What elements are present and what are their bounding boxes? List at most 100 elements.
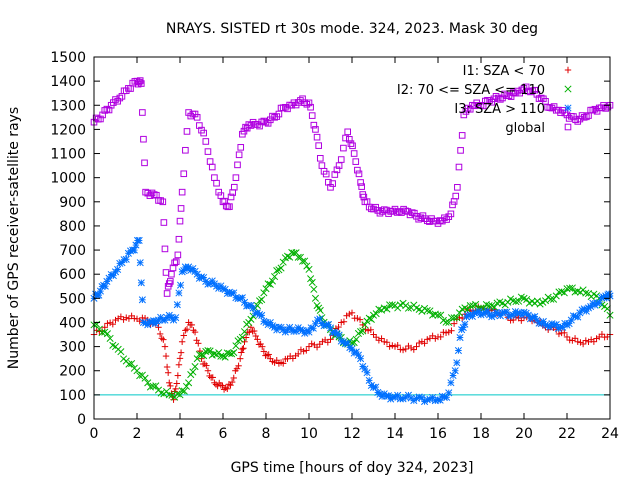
data-point <box>386 343 393 350</box>
data-point <box>541 297 550 305</box>
data-point <box>117 348 125 356</box>
data-point <box>112 96 119 103</box>
data-point <box>497 96 504 103</box>
data-point <box>139 109 146 116</box>
star-b <box>552 321 560 329</box>
data-point <box>522 83 530 91</box>
data-point <box>383 305 391 313</box>
data-point <box>509 89 517 96</box>
data-point <box>555 330 563 338</box>
cross-b <box>352 335 360 343</box>
data-point <box>589 106 597 114</box>
data-point <box>437 333 444 341</box>
data-point <box>447 314 455 322</box>
cross-b <box>230 349 238 357</box>
data-point <box>99 111 106 119</box>
cross-b <box>434 311 442 319</box>
star-b <box>451 367 459 375</box>
star-b <box>175 289 183 297</box>
star-b <box>447 379 455 387</box>
cross-b <box>273 267 281 275</box>
data-point <box>445 389 453 397</box>
data-point <box>259 343 266 350</box>
chart-title: NRAYS. SISTED rt 30s mode. 324, 2023. Ma… <box>166 21 538 37</box>
data-point <box>529 87 536 95</box>
data-point <box>308 112 316 119</box>
data-point <box>523 295 531 304</box>
star-b <box>208 277 216 285</box>
star-b <box>453 359 461 367</box>
y-tick-label: 1500 <box>50 50 86 66</box>
data-point <box>596 333 603 341</box>
data-point <box>445 318 453 327</box>
data-point <box>182 146 189 154</box>
cross-b <box>558 288 566 296</box>
cross-b <box>453 314 461 322</box>
star-b <box>483 307 492 315</box>
cross-b <box>298 257 307 265</box>
data-point <box>122 255 130 263</box>
data-point <box>106 319 114 326</box>
data-point <box>466 105 474 113</box>
cross-b <box>189 368 197 376</box>
cross-b <box>472 300 480 309</box>
data-point <box>232 342 240 350</box>
data-point <box>114 265 122 274</box>
data-point <box>264 120 272 127</box>
x-tick-label: 6 <box>219 426 228 442</box>
data-point <box>246 328 253 336</box>
cross-b <box>290 249 298 257</box>
data-point <box>308 340 315 347</box>
data-point <box>237 144 245 151</box>
data-point <box>512 89 519 97</box>
data-point <box>132 241 140 249</box>
cross-b <box>541 297 550 305</box>
star-b <box>238 294 246 302</box>
star-b <box>331 328 339 336</box>
data-point <box>191 110 199 118</box>
data-point <box>159 198 167 206</box>
data-point <box>359 327 367 335</box>
data-point <box>142 188 149 196</box>
cross-b <box>313 301 321 310</box>
y-tick-label: 1300 <box>50 98 86 114</box>
data-point <box>372 383 380 391</box>
data-point <box>103 330 111 338</box>
x-tick-label: 16 <box>429 426 447 442</box>
data-point <box>424 336 431 343</box>
data-point <box>440 329 447 336</box>
cross-b <box>520 294 528 302</box>
data-point <box>193 337 200 344</box>
cross-b <box>182 382 191 390</box>
data-point <box>466 302 474 310</box>
data-point <box>365 314 373 322</box>
star-b <box>363 369 371 377</box>
data-point <box>512 298 520 306</box>
data-point <box>240 328 249 336</box>
data-point <box>117 313 125 320</box>
data-point <box>340 144 347 152</box>
data-point <box>457 147 464 154</box>
star-b <box>172 314 180 322</box>
data-point <box>180 332 187 339</box>
data-point <box>361 321 369 329</box>
data-point <box>354 315 361 322</box>
data-point <box>185 379 193 387</box>
x-tick-label: 4 <box>176 426 185 442</box>
data-point <box>448 327 455 334</box>
star-b <box>240 298 249 306</box>
data-point <box>209 374 216 381</box>
cross-b <box>380 304 388 312</box>
cross-b <box>582 289 590 297</box>
cross-b <box>152 382 160 390</box>
cross-b <box>195 350 203 359</box>
star-b <box>176 281 185 289</box>
data-point <box>255 341 263 348</box>
data-point <box>472 300 480 309</box>
data-point <box>305 343 313 350</box>
data-point <box>533 91 541 98</box>
y-tick-label: 1100 <box>50 147 86 163</box>
data-point <box>582 289 590 297</box>
cross-b <box>308 278 316 286</box>
data-point <box>238 349 245 356</box>
